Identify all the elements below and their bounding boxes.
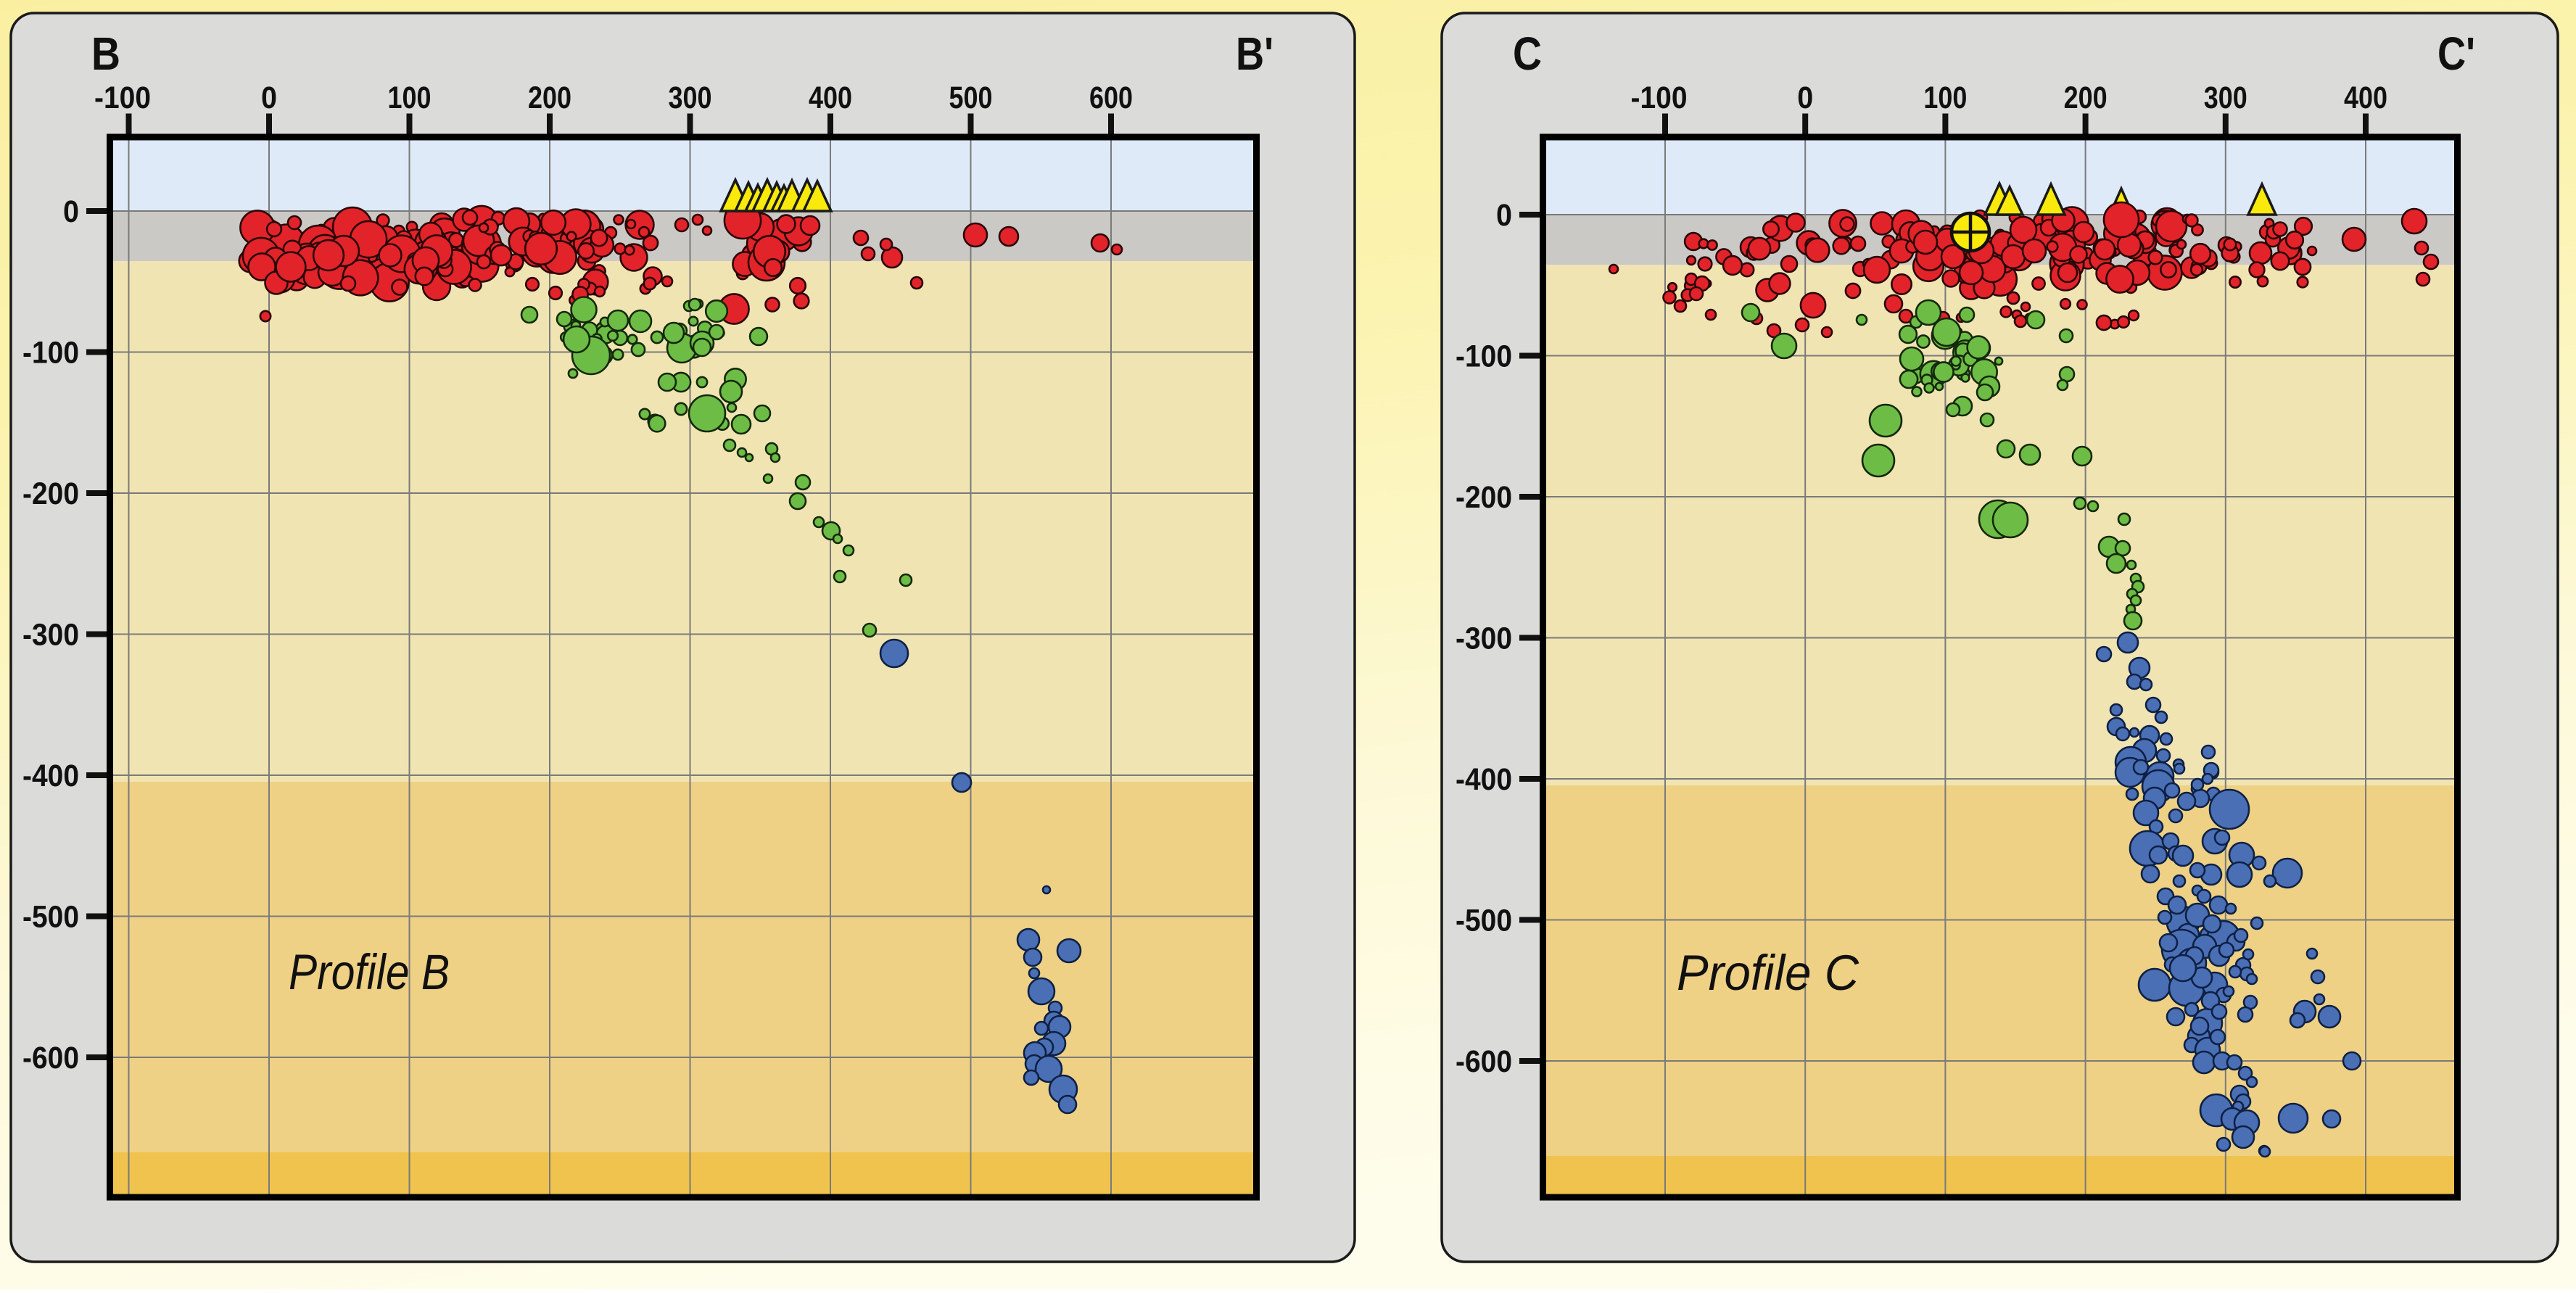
svg-text:-300: -300 xyxy=(1456,621,1512,656)
svg-text:Profile C: Profile C xyxy=(1677,945,1859,1001)
svg-text:-300: -300 xyxy=(22,618,79,653)
svg-text:C': C' xyxy=(2437,28,2475,80)
svg-text:400: 400 xyxy=(2344,80,2387,115)
svg-text:200: 200 xyxy=(2064,80,2108,115)
svg-text:B': B' xyxy=(1236,28,1273,80)
svg-text:B: B xyxy=(91,28,120,80)
svg-text:300: 300 xyxy=(2204,80,2247,115)
svg-text:400: 400 xyxy=(809,80,852,115)
svg-text:500: 500 xyxy=(949,80,993,115)
svg-text:-400: -400 xyxy=(1456,762,1512,797)
svg-text:-100: -100 xyxy=(94,80,151,115)
svg-text:0: 0 xyxy=(1797,80,1813,115)
svg-text:Profile B: Profile B xyxy=(289,944,450,1000)
svg-text:-200: -200 xyxy=(1456,480,1512,515)
svg-text:-500: -500 xyxy=(1456,904,1512,938)
svg-text:-600: -600 xyxy=(22,1041,79,1075)
svg-text:-100: -100 xyxy=(1631,80,1688,115)
svg-text:-100: -100 xyxy=(1456,339,1512,374)
svg-text:100: 100 xyxy=(388,80,432,115)
svg-text:0: 0 xyxy=(63,194,79,229)
svg-text:0: 0 xyxy=(261,80,277,115)
svg-text:100: 100 xyxy=(1923,80,1967,115)
svg-text:-200: -200 xyxy=(22,476,79,511)
svg-text:200: 200 xyxy=(528,80,571,115)
svg-text:-600: -600 xyxy=(1456,1044,1512,1079)
svg-text:-400: -400 xyxy=(22,759,79,793)
svg-text:600: 600 xyxy=(1089,80,1133,115)
svg-text:-100: -100 xyxy=(22,336,79,371)
svg-text:-500: -500 xyxy=(22,900,79,935)
svg-text:300: 300 xyxy=(669,80,712,115)
svg-text:C: C xyxy=(1513,28,1542,80)
svg-text:0: 0 xyxy=(1496,198,1512,233)
